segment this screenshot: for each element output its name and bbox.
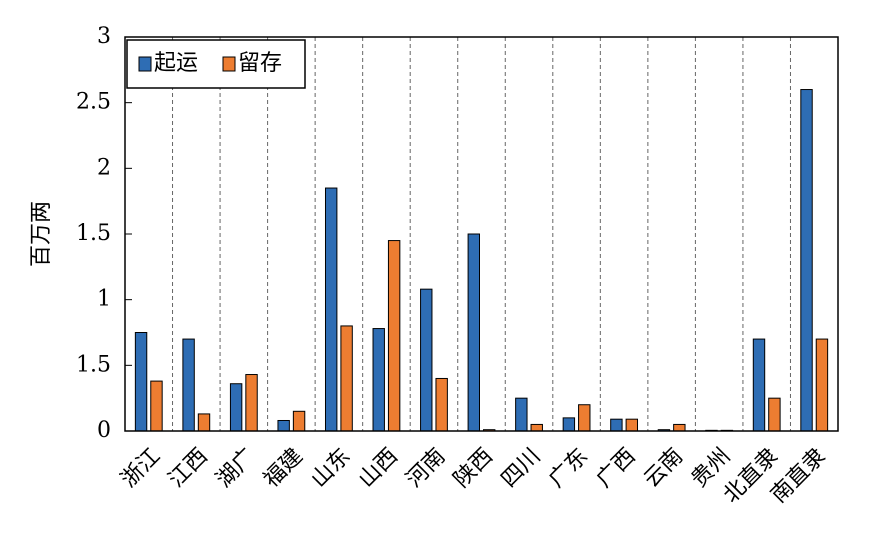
bar xyxy=(673,423,686,432)
y-tick-label: 2 xyxy=(97,155,111,180)
bar xyxy=(182,338,195,432)
bar xyxy=(625,418,639,432)
legend: 起运 留存 xyxy=(126,39,306,89)
bar xyxy=(562,417,576,432)
legend-box xyxy=(126,39,306,89)
legend-label: 留存 xyxy=(238,51,282,76)
y-tick-label: 3 xyxy=(97,24,111,49)
plot-frame xyxy=(124,36,839,432)
bar xyxy=(530,423,543,432)
x-tick-label: 福建 xyxy=(259,444,308,493)
bar xyxy=(420,288,433,432)
y-tick-label: 1.5 xyxy=(76,221,111,246)
y-tick-label: 2.5 xyxy=(76,90,111,115)
bar xyxy=(134,332,148,432)
x-tick-label: 云南 xyxy=(639,444,688,493)
bar xyxy=(197,413,211,432)
x-tick-label: 江西 xyxy=(164,444,213,493)
y-tick-label: 1 xyxy=(97,287,111,312)
bar xyxy=(372,328,385,432)
bar xyxy=(229,383,243,432)
x-tick-label: 湖广 xyxy=(212,444,261,493)
x-tick-label: 广西 xyxy=(592,444,641,493)
y-tick-label: 1.5 xyxy=(76,352,111,377)
bar xyxy=(610,418,623,432)
bar xyxy=(815,338,829,432)
legend-label: 起运 xyxy=(154,51,198,76)
bar xyxy=(578,404,591,432)
x-tick-label: 南直隶 xyxy=(766,444,830,508)
legend-swatch xyxy=(138,56,152,72)
x-tick-label: 山西 xyxy=(354,444,403,493)
bar xyxy=(800,89,813,432)
x-tick-label: 四川 xyxy=(497,444,546,493)
bar xyxy=(292,410,306,432)
bar xyxy=(245,374,258,432)
bar xyxy=(467,233,481,432)
y-axis-label: 百万两 xyxy=(29,201,54,267)
x-tick-label: 山东 xyxy=(307,444,356,493)
bar xyxy=(387,240,401,432)
bar xyxy=(752,338,766,432)
bar xyxy=(515,397,528,432)
x-tick-label: 河南 xyxy=(402,444,451,493)
x-tick-label: 陕西 xyxy=(449,444,498,493)
x-tick-label: 广东 xyxy=(544,444,593,493)
y-tick-label: 0 xyxy=(97,418,111,443)
bar xyxy=(340,325,353,432)
bar xyxy=(768,397,781,432)
bar xyxy=(435,377,448,432)
bar xyxy=(277,419,290,432)
bar xyxy=(324,187,338,432)
bar xyxy=(150,380,163,432)
x-tick-label: 浙江 xyxy=(116,444,165,493)
legend-swatch xyxy=(222,56,236,72)
